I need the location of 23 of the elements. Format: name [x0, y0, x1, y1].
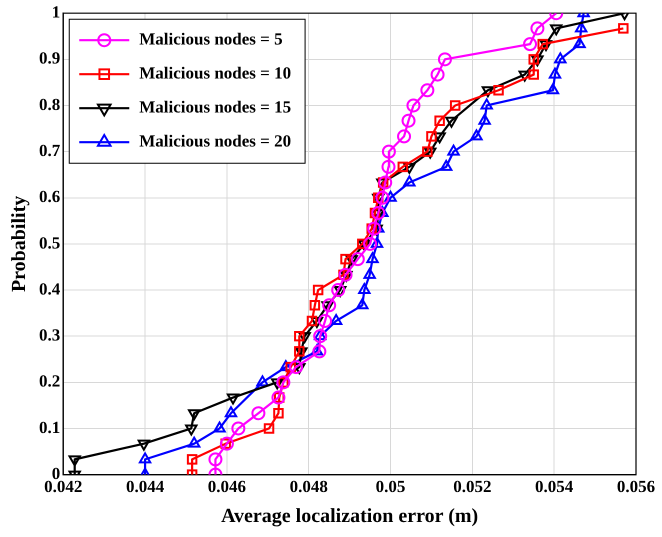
y-tick-label: 1 — [52, 2, 60, 22]
x-tick-label: 0.046 — [208, 477, 246, 496]
x-tick-label: 0.044 — [126, 477, 165, 496]
y-tick-label: 0.2 — [39, 372, 60, 391]
y-tick-label: 0.9 — [39, 48, 60, 68]
y-tick-label: 0.5 — [39, 233, 60, 252]
legend-label: Malicious nodes = 15 — [139, 98, 292, 117]
y-tick-label: 0.4 — [39, 279, 61, 298]
x-tick-label: 0.054 — [535, 477, 574, 496]
x-axis-title: Average localization error (m) — [221, 505, 478, 528]
legend-label: Malicious nodes = 5 — [139, 30, 283, 49]
y-axis-title: Probability — [8, 196, 30, 292]
y-tick-label: 0.3 — [39, 326, 60, 345]
legend-label: Malicious nodes = 10 — [139, 64, 292, 83]
y-tick-label: 0.6 — [39, 187, 60, 206]
legend-label: Malicious nodes = 20 — [139, 132, 292, 151]
x-tick-label: 0.056 — [616, 477, 656, 496]
x-tick-label: 0.052 — [453, 477, 492, 496]
y-tick-label: 0.7 — [39, 141, 61, 160]
x-tick-label: 0.048 — [290, 477, 328, 496]
y-tick-label: 0.8 — [39, 94, 60, 114]
x-tick-label: 0.05 — [376, 477, 406, 496]
y-tick-label: 0.1 — [39, 418, 60, 437]
